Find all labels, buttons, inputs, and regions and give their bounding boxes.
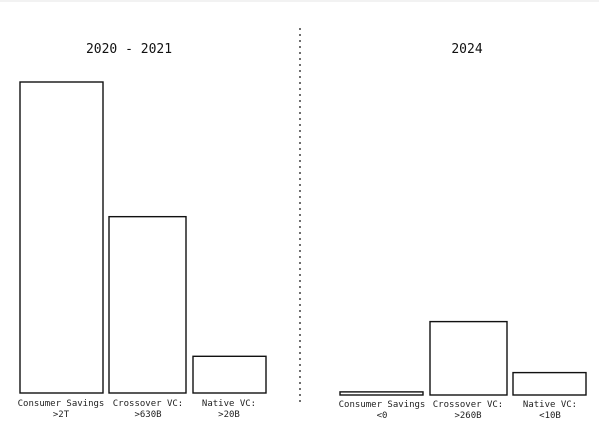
value-label: >260B: [454, 411, 481, 421]
bar-crossover-vc: [108, 215, 187, 394]
value-label: >2T: [53, 410, 70, 420]
bar-consumer-savings: [19, 81, 104, 394]
panel-title-right: 2024: [451, 42, 482, 57]
category-label: Crossover VC:: [113, 399, 183, 409]
bar-native-vc: [192, 355, 267, 394]
category-label: Consumer Savings: [18, 399, 105, 409]
value-label: <10B: [539, 411, 561, 421]
value-label: <0: [377, 411, 388, 421]
bar-consumer-savings: [339, 391, 424, 396]
bars-right-panel: [339, 320, 587, 396]
category-label: Native VC:: [202, 399, 256, 409]
bars-left-panel: [19, 81, 267, 394]
bar-native-vc: [512, 371, 587, 396]
category-label: Crossover VC:: [433, 400, 503, 410]
value-label: >20B: [218, 410, 240, 420]
category-label: Consumer Savings: [339, 400, 426, 410]
category-label: Native VC:: [523, 400, 577, 410]
panel-title-left: 2020 - 2021: [86, 42, 172, 57]
bar-crossover-vc: [429, 320, 508, 396]
value-label: >630B: [134, 410, 161, 420]
